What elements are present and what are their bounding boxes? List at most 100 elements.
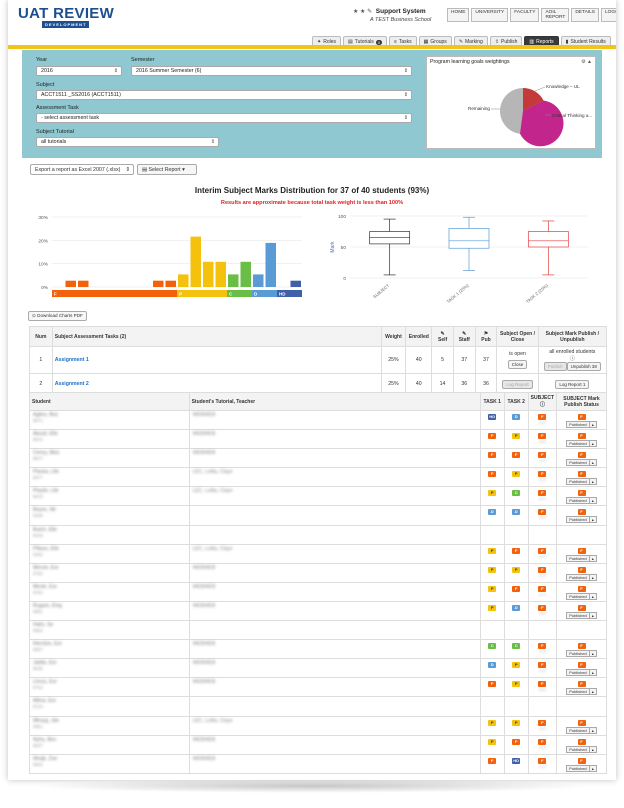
caret-up-icon[interactable]: ▴ — [589, 745, 597, 753]
grade-badge[interactable]: D — [488, 509, 497, 516]
publish-toggle[interactable]: Published ▴ — [566, 573, 597, 581]
grade-badge[interactable]: F — [512, 547, 521, 554]
grade-badge[interactable]: F — [538, 547, 547, 554]
publish-toggle[interactable]: Published ▴ — [566, 554, 597, 562]
grade-badge[interactable]: F — [538, 471, 547, 478]
publish-toggle[interactable]: Published ▴ — [566, 745, 597, 753]
grade-badge[interactable]: P — [512, 662, 521, 669]
tutorial-select[interactable]: all tutorials ⇕ — [36, 137, 219, 147]
grade-badge[interactable]: F — [488, 433, 497, 440]
grade-badge[interactable]: F — [488, 452, 497, 459]
tab-reports[interactable]: ▥ Reports — [524, 36, 559, 47]
grade-badge[interactable]: F — [538, 566, 547, 573]
tab-student-results[interactable]: ▮ Student Results — [560, 36, 611, 47]
caret-up-icon[interactable]: ▴ — [589, 573, 597, 581]
grade-badge[interactable]: F — [538, 585, 547, 592]
student-name[interactable]: Hafci, Se — [33, 622, 54, 629]
log-report-publish-button[interactable]: Log Report 1 — [555, 379, 590, 389]
grade-badge[interactable]: HD — [512, 757, 521, 764]
publish-toggle[interactable]: Published ▴ — [566, 650, 597, 658]
close-button[interactable]: Close — [507, 360, 528, 369]
publish-toggle[interactable]: Published ▴ — [566, 440, 597, 448]
publish-toggle[interactable]: Published ▴ — [566, 478, 597, 486]
student-name[interactable]: Beyes, Nil — [33, 507, 56, 514]
nav-aoil-report[interactable]: AOIL REPORT — [541, 8, 570, 22]
export-select[interactable]: Export a report as Excel 2007 (.xlsx) ⇕ — [30, 164, 134, 175]
grade-badge[interactable]: F — [488, 757, 497, 764]
grade-badge[interactable]: D — [512, 414, 521, 420]
student-name[interactable]: Aglins, Bez — [33, 412, 59, 418]
publish-toggle[interactable]: Published ▴ — [566, 611, 597, 619]
grade-badge[interactable]: P — [488, 566, 497, 573]
publish-toggle[interactable]: Published ▴ — [566, 669, 597, 677]
grade-badge[interactable]: P — [488, 585, 497, 592]
grade-badge[interactable]: F — [538, 719, 547, 726]
tab-marking[interactable]: ✎ Marking — [453, 36, 488, 47]
caret-up-icon[interactable]: ▴ — [589, 650, 597, 658]
grade-badge[interactable]: P — [488, 547, 497, 554]
published-label[interactable]: Published — [566, 764, 590, 772]
grade-badge[interactable]: P — [488, 604, 497, 611]
published-label[interactable]: Published — [566, 440, 590, 448]
published-label[interactable]: Published — [566, 745, 590, 753]
grade-badge[interactable]: C — [488, 643, 497, 650]
grade-badge[interactable]: C — [512, 643, 521, 650]
year-select[interactable]: 2016 ⇕ — [36, 66, 122, 76]
publish-toggle[interactable]: Published ▴ — [566, 497, 597, 505]
nav-logout[interactable]: LOGOUT — [600, 8, 616, 22]
grade-badge[interactable]: F — [538, 738, 547, 745]
grade-badge[interactable]: F — [538, 509, 547, 516]
grade-badge[interactable]: P — [512, 566, 521, 573]
subject-select[interactable]: ACCT1511 _SS2016 (ACCT1511) ⇕ — [36, 90, 412, 100]
student-name[interactable]: Butch, Elle — [33, 526, 57, 533]
student-name[interactable]: Mecle, Eor — [33, 583, 57, 590]
tab-roles[interactable]: ✦ Roles — [312, 36, 341, 47]
goals-tools-icons[interactable]: ⚙ ▲ — [581, 59, 592, 65]
publish-toggle[interactable]: Published ▴ — [566, 726, 597, 734]
publish-toggle[interactable]: Published ▴ — [566, 592, 597, 600]
published-label[interactable]: Published — [566, 611, 590, 619]
caret-up-icon[interactable]: ▴ — [589, 592, 597, 600]
publish-toggle[interactable]: Published ▴ — [566, 421, 597, 428]
student-name[interactable]: Mitrar, Eor — [33, 698, 57, 705]
grade-badge[interactable]: F — [538, 490, 547, 497]
caret-up-icon[interactable]: ▴ — [589, 764, 597, 772]
grade-badge[interactable]: F — [488, 681, 497, 688]
grade-badge[interactable]: F — [538, 604, 547, 611]
grade-badge[interactable]: F — [538, 662, 547, 669]
caret-up-icon[interactable]: ▴ — [589, 497, 597, 505]
student-name[interactable]: Rugam, Elog — [33, 602, 62, 609]
student-name[interactable]: Lhoss, Eor — [33, 679, 57, 686]
download-charts-button[interactable]: ⊙ Download Charts PDF — [28, 311, 87, 321]
student-name[interactable]: Pillaze, Elle — [33, 545, 59, 552]
grade-badge[interactable]: D — [512, 509, 521, 516]
caret-up-icon[interactable]: ▴ — [589, 688, 597, 696]
student-name[interactable]: Cenvy, Bies — [33, 450, 60, 457]
published-label[interactable]: Published — [566, 669, 590, 677]
grade-badge[interactable]: F — [512, 452, 521, 459]
caret-up-icon[interactable]: ▴ — [589, 726, 597, 734]
student-name[interactable]: Mhoyg, Jde — [33, 717, 59, 724]
grade-badge[interactable]: F — [512, 738, 521, 745]
task-name-link[interactable]: Assignment 1 — [51, 346, 382, 374]
grade-badge[interactable]: P — [512, 681, 521, 688]
student-name[interactable]: Nhojk, Zoe — [33, 755, 58, 762]
published-label[interactable]: Published — [566, 497, 590, 505]
published-label[interactable]: Published — [566, 421, 590, 428]
student-name[interactable]: Jaldla, Eor — [33, 660, 57, 667]
grade-badge[interactable]: P — [488, 738, 497, 745]
caret-up-icon[interactable]: ▴ — [589, 669, 597, 677]
nav-home[interactable]: HOME — [447, 8, 470, 22]
tab-groups[interactable]: ▦ Groups — [418, 36, 452, 47]
nav-details[interactable]: DETAILS — [571, 8, 599, 22]
logo[interactable]: UAT REVIEW DEVELOPMENT — [18, 6, 114, 28]
grade-badge[interactable]: P — [512, 471, 521, 478]
grade-badge[interactable]: F — [538, 433, 547, 440]
support-icons[interactable]: ★ ★ ✎ — [353, 9, 373, 15]
publish-toggle[interactable]: Published ▴ — [566, 459, 597, 467]
caret-up-icon[interactable]: ▴ — [589, 478, 597, 486]
caret-up-icon[interactable]: ▴ — [589, 459, 597, 467]
grade-badge[interactable]: F — [538, 681, 547, 688]
published-label[interactable]: Published — [566, 478, 590, 486]
published-label[interactable]: Published — [566, 726, 590, 734]
